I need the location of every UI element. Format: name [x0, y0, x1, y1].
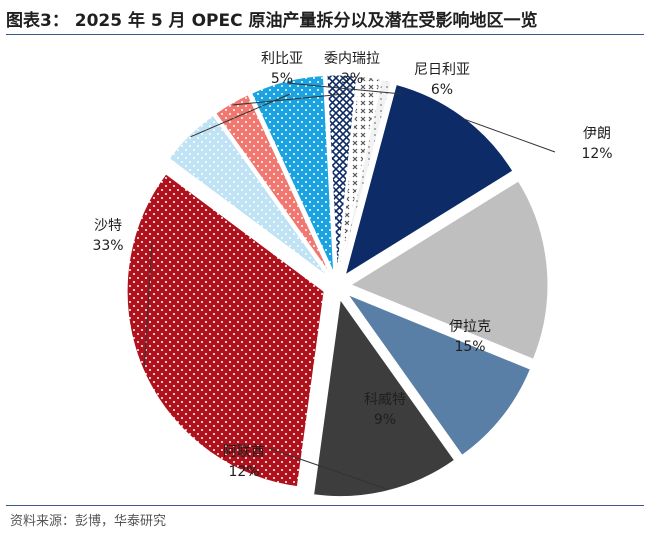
source-note: 资料来源：彭博，华泰研究 [10, 514, 167, 529]
slice-value-伊朗: 12% [581, 146, 612, 162]
slice-value-阿联酋: 12% [228, 464, 259, 480]
leader-line-尼日利亚 [287, 82, 403, 95]
slice-label-伊拉克: 伊拉克 [449, 319, 491, 335]
slice-value-伊拉克: 15% [454, 339, 485, 355]
pie-slice-利比亚 [168, 114, 328, 277]
pie-slice-沙特 [126, 173, 325, 488]
slice-value-沙特: 33% [92, 238, 123, 254]
pie-slice-unlabeled-8 [326, 74, 358, 273]
title-divider [6, 34, 644, 35]
pie-slice-科威特 [346, 293, 532, 456]
slice-label-利比亚: 利比亚 [261, 51, 303, 67]
slice-label-尼日利亚: 尼日利亚 [414, 62, 470, 78]
pie-slice-unlabeled-9 [338, 75, 382, 273]
pie-chart: 伊朗 12% 伊拉克 15% 科威特 9% 阿联酋 12% 沙特 33% 利比亚 5% 委内瑞拉 3% 尼日… [92, 51, 613, 498]
pie-slice-委内瑞拉 [215, 94, 331, 275]
leader-line-委内瑞拉 [232, 93, 345, 106]
slice-label-科威特: 科威特 [364, 392, 406, 408]
pie-slice-伊朗 [344, 83, 514, 276]
pie-slice-伊拉克 [349, 180, 549, 360]
leader-line-沙特 [143, 241, 153, 368]
footer-divider [6, 505, 644, 506]
slice-value-利比亚: 5% [271, 71, 293, 87]
slice-value-科威特: 9% [374, 412, 396, 428]
slice-label-阿联酋: 阿联酋 [223, 443, 265, 460]
leader-line-阿联酋 [267, 447, 388, 490]
slice-value-尼日利亚: 6% [431, 82, 453, 98]
pie-slice-unlabeled-10 [339, 79, 392, 273]
leader-line-伊朗 [461, 117, 556, 153]
slice-label-伊朗: 伊朗 [583, 126, 611, 142]
pie-slice-阿联酋 [313, 298, 456, 498]
slice-label-委内瑞拉: 委内瑞拉 [324, 51, 380, 67]
slice-value-委内瑞拉: 3% [341, 71, 363, 87]
slice-label-沙特: 沙特 [94, 218, 122, 234]
pie-slice-尼日利亚 [250, 75, 335, 273]
chart-title: 图表3： 2025 年 5 月 OPEC 原油产量拆分以及潜在受影响地区一览 [6, 11, 538, 31]
